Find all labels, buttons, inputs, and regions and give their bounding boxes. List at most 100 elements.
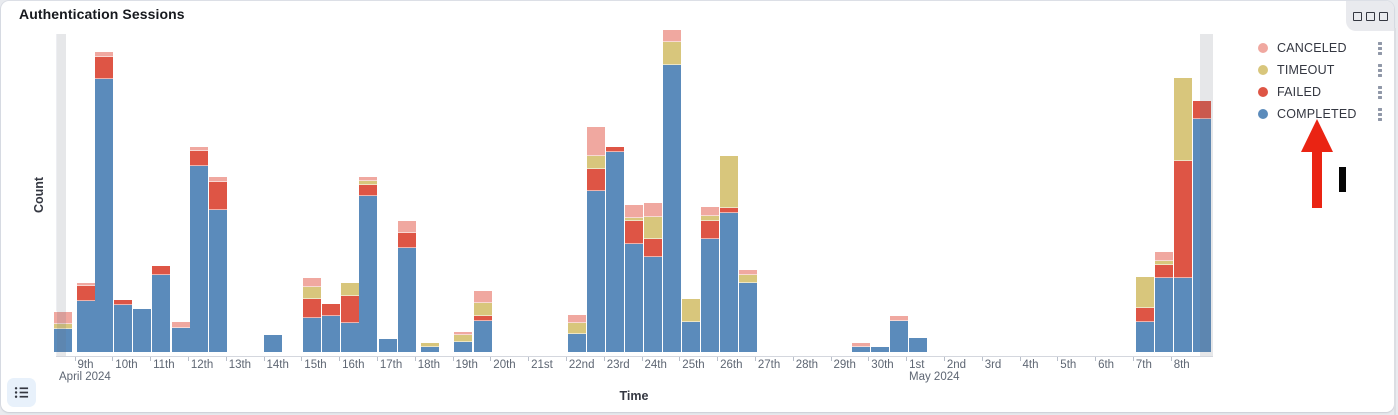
bar-may-8-pm[interactable] [1193, 101, 1211, 352]
bar-segment-completed[interactable] [474, 321, 492, 352]
bar-segment-canceled[interactable] [209, 177, 227, 182]
bar-segment-timeout[interactable] [625, 218, 643, 221]
legend-item-timeout[interactable]: TIMEOUT [1248, 59, 1390, 81]
bar-segment-timeout[interactable] [454, 335, 472, 342]
bar-segment-timeout[interactable] [587, 156, 605, 169]
bar-segment-timeout[interactable] [568, 323, 586, 334]
bar-segment-failed[interactable] [701, 221, 719, 239]
bar-apr-17-am[interactable] [379, 339, 397, 352]
bar-segment-failed[interactable] [359, 185, 377, 196]
bar-segment-completed[interactable] [720, 213, 738, 352]
bar-segment-canceled[interactable] [625, 205, 643, 218]
bar-segment-canceled[interactable] [77, 283, 95, 286]
bar-apr-26-am[interactable] [720, 156, 738, 352]
kebab-dots-icon[interactable] [1378, 85, 1382, 99]
bar-segment-timeout[interactable] [701, 216, 719, 221]
bar-segment-completed[interactable] [739, 283, 757, 352]
bar-segment-canceled[interactable] [172, 322, 190, 328]
bar-segment-completed[interactable] [54, 329, 72, 352]
bar-may-7-pm[interactable] [1155, 252, 1173, 352]
bar-segment-failed[interactable] [114, 300, 132, 305]
bar-segment-timeout[interactable] [1174, 78, 1192, 161]
bar-segment-failed[interactable] [322, 304, 340, 316]
bar-segment-completed[interactable] [454, 342, 472, 352]
legend-item-completed[interactable]: COMPLETED [1248, 103, 1390, 125]
kebab-dots-icon[interactable] [1378, 107, 1382, 121]
bar-segment-timeout[interactable] [739, 275, 757, 283]
bar-segment-completed[interactable] [682, 322, 700, 352]
bar-segment-completed[interactable] [1155, 278, 1173, 352]
bar-segment-canceled[interactable] [474, 291, 492, 303]
bar-apr-24-pm[interactable] [663, 30, 681, 352]
bar-apr-30-pm[interactable] [890, 316, 908, 352]
bar-segment-failed[interactable] [1193, 101, 1211, 119]
bar-segment-canceled[interactable] [190, 147, 208, 151]
bar-segment-canceled[interactable] [398, 221, 416, 233]
bar-segment-canceled[interactable] [95, 52, 113, 57]
bar-may-1-am[interactable] [909, 338, 927, 352]
bar-segment-timeout[interactable] [663, 42, 681, 65]
bar-segment-canceled[interactable] [701, 207, 719, 216]
bar-segment-canceled[interactable] [890, 316, 908, 321]
panel-options-button[interactable] [1346, 1, 1394, 31]
bar-segment-timeout[interactable] [303, 287, 321, 299]
bar-apr-22-pm[interactable] [587, 127, 605, 352]
bar-apr-30-am[interactable] [871, 347, 889, 352]
bar-apr-25-am[interactable] [682, 299, 700, 352]
bar-segment-failed[interactable] [95, 57, 113, 79]
bar-segment-failed[interactable] [1155, 265, 1173, 278]
bar-segment-completed[interactable] [644, 257, 662, 352]
bar-segment-completed[interactable] [1174, 278, 1192, 352]
bar-segment-failed[interactable] [209, 182, 227, 210]
bar-apr-15-pm[interactable] [322, 304, 340, 352]
bar-segment-canceled[interactable] [739, 270, 757, 275]
bar-segment-completed[interactable] [1136, 322, 1154, 352]
bar-segment-completed[interactable] [398, 248, 416, 352]
bar-apr-12-am[interactable] [190, 147, 208, 352]
bar-segment-completed[interactable] [95, 79, 113, 352]
bar-segment-failed[interactable] [398, 233, 416, 248]
bar-segment-completed[interactable] [133, 309, 151, 352]
bar-apr-14-am[interactable] [264, 335, 282, 352]
bar-apr-22-am[interactable] [568, 315, 586, 352]
bar-segment-completed[interactable] [359, 196, 377, 352]
bar-apr-11-pm[interactable] [172, 322, 190, 352]
bar-apr-19-pm[interactable] [474, 291, 492, 352]
bar-apr-23-am[interactable] [606, 147, 624, 352]
bar-apr-16-am[interactable] [341, 283, 359, 352]
legend-toggle-button[interactable] [7, 378, 36, 407]
bar-segment-failed[interactable] [1174, 161, 1192, 278]
bar-segment-completed[interactable] [172, 328, 190, 352]
bar-segment-completed[interactable] [587, 191, 605, 352]
bar-segment-timeout[interactable] [682, 299, 700, 322]
bar-segment-failed[interactable] [77, 286, 95, 301]
bar-may-8-am[interactable] [1174, 78, 1192, 352]
bar-segment-failed[interactable] [190, 151, 208, 166]
bar-segment-timeout[interactable] [421, 343, 439, 347]
bar-segment-completed[interactable] [890, 321, 908, 352]
legend-item-failed[interactable]: FAILED [1248, 81, 1390, 103]
bar-segment-timeout[interactable] [474, 303, 492, 316]
bar-segment-completed[interactable] [701, 239, 719, 352]
bar-segment-canceled[interactable] [303, 278, 321, 287]
bar-segment-failed[interactable] [625, 221, 643, 244]
bar-segment-timeout[interactable] [54, 324, 72, 329]
bar-segment-failed[interactable] [644, 239, 662, 257]
bar-segment-completed[interactable] [871, 347, 889, 352]
bar-segment-completed[interactable] [209, 210, 227, 352]
bar-segment-timeout[interactable] [341, 283, 359, 296]
legend-item-canceled[interactable]: CANCELED [1248, 37, 1390, 59]
bar-apr-10-am[interactable] [114, 300, 132, 352]
bar-apr-29-pm[interactable] [852, 343, 870, 352]
bar-apr-19-am[interactable] [454, 332, 472, 352]
bar-apr-15-am[interactable] [303, 278, 321, 352]
bar-apr-23-pm[interactable] [625, 205, 643, 352]
bar-segment-canceled[interactable] [644, 203, 662, 217]
bar-segment-timeout[interactable] [1136, 277, 1154, 308]
bar-segment-completed[interactable] [421, 347, 439, 352]
bar-segment-completed[interactable] [568, 334, 586, 352]
bar-segment-timeout[interactable] [359, 181, 377, 185]
bar-segment-completed[interactable] [152, 275, 170, 352]
bar-segment-canceled[interactable] [852, 343, 870, 347]
bar-apr-18-am[interactable] [421, 343, 439, 352]
